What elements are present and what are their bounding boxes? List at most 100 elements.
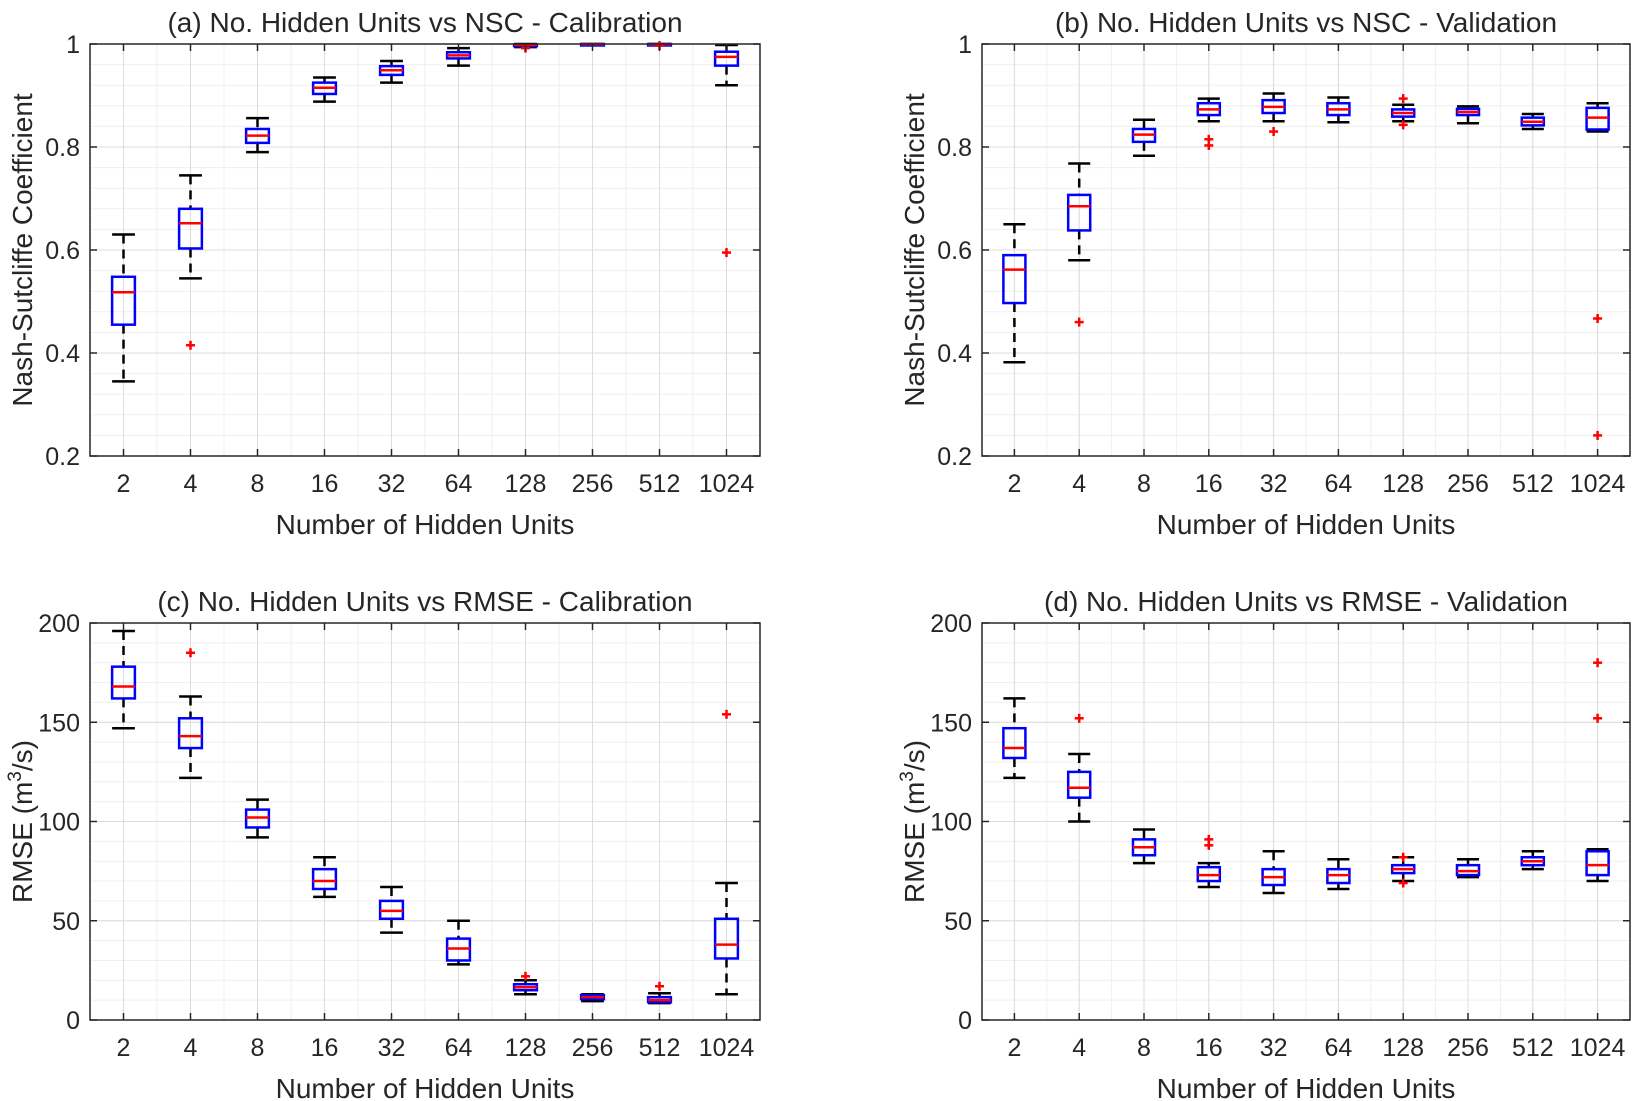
box-1024: [713, 709, 740, 996]
box-iqr: [110, 275, 137, 326]
box-64: [1326, 857, 1351, 891]
x-tick-label: 16: [311, 1034, 339, 1062]
y-axis-label-superscript: 3: [897, 771, 918, 782]
box-iqr: [1002, 253, 1027, 305]
grid: [89, 43, 761, 457]
x-tick-label: 256: [1447, 470, 1489, 498]
box-iqr: [177, 207, 204, 250]
box-2: [1002, 223, 1027, 364]
x-tick-label: 2: [117, 470, 131, 498]
box-8: [244, 798, 271, 839]
x-tick-label: 32: [378, 470, 406, 498]
y-axis-label-superscript: 3: [5, 771, 26, 782]
y-axis-label-main: RMSE (m: [7, 782, 38, 903]
y-tick-label: 200: [38, 610, 80, 638]
outlier-marker: [1593, 313, 1603, 323]
x-tick-label: 1024: [699, 470, 755, 498]
box-16: [1196, 97, 1222, 150]
y-axis-label-suffix: /s): [7, 740, 38, 771]
outlier-marker: [1074, 317, 1084, 327]
y-axis-label-suffix: /s): [899, 740, 930, 771]
box-4: [177, 648, 204, 780]
y-tick-label: 0.8: [937, 134, 972, 162]
y-axis-label-main: Nash-Sutcliffe Coefficient: [899, 93, 930, 407]
outlier-marker: [1204, 840, 1214, 850]
box-iqr: [713, 50, 740, 67]
outlier-marker: [1204, 140, 1214, 150]
chart-title: (d) No. Hidden Units vs RMSE - Validatio…: [1044, 586, 1568, 617]
grid: [89, 622, 761, 1021]
y-tick-label: 0.4: [937, 340, 972, 368]
box-64: [1326, 96, 1351, 124]
box-iqr: [1585, 850, 1610, 877]
outlier-marker: [186, 340, 195, 350]
box-16: [311, 76, 338, 103]
box-1024: [1585, 658, 1610, 883]
box-1024: [1585, 101, 1610, 440]
x-tick-label: 128: [1382, 470, 1424, 498]
panel-2: 0.2 0.4 0.6 0.8 1 2 4 8 16 32 64 128 256 512 1024 (b) N…: [899, 7, 1631, 540]
outlier-marker: [722, 248, 731, 258]
y-axis-label: RMSE (m3/s): [897, 740, 930, 903]
box-4: [1066, 713, 1092, 823]
box-4: [1066, 162, 1092, 327]
x-tick-label: 64: [1324, 1034, 1352, 1062]
box-256: [579, 992, 606, 1003]
chart-title: (b) No. Hidden Units vs NSC - Validation: [1055, 7, 1557, 38]
y-axis-label-main: Nash-Sutcliffe Coefficient: [7, 93, 38, 407]
box-32: [378, 885, 405, 934]
outlier-marker: [1593, 658, 1603, 668]
x-tick-label: 512: [639, 470, 681, 498]
x-tick-label: 8: [1137, 1034, 1151, 1062]
box-8: [244, 116, 271, 154]
y-tick-label: 100: [38, 809, 80, 837]
box-2: [1002, 697, 1027, 780]
outlier-marker: [186, 648, 195, 658]
panel-4: 0 50 100 150 200 2 4 8 16 32 64 128 256 512 1024 (d) No…: [897, 586, 1631, 1101]
panel-3: 0 50 100 150 200 2 4 8 16 32 64 128 256 512 1024 (c) No…: [5, 586, 761, 1101]
outlier-marker: [1269, 127, 1279, 137]
box-256: [1455, 857, 1481, 879]
y-tick-label: 50: [52, 908, 80, 936]
x-tick-label: 512: [1512, 1034, 1554, 1062]
x-tick-label: 64: [445, 1034, 473, 1062]
x-axis-label: Number of Hidden Units: [276, 509, 575, 540]
x-tick-label: 4: [184, 470, 198, 498]
y-tick-label: 150: [38, 709, 80, 737]
outlier-marker: [1398, 878, 1408, 888]
x-tick-label: 16: [1195, 470, 1223, 498]
box-iqr: [110, 665, 137, 700]
outlier-marker: [655, 981, 664, 991]
x-tick-label: 512: [639, 1034, 681, 1062]
y-tick-label: 1: [958, 31, 972, 59]
x-tick-label: 16: [1195, 1034, 1223, 1062]
x-tick-label: 8: [251, 470, 265, 498]
x-tick-label: 8: [1137, 470, 1151, 498]
x-tick-label: 128: [505, 470, 547, 498]
box-128: [512, 971, 539, 996]
box-16: [311, 855, 338, 899]
box-32: [378, 59, 405, 84]
panel-1: 0.2 0.4 0.6 0.8 1 2 4 8 16 32 64 128 256 512 1024 (a) N…: [7, 7, 761, 540]
x-tick-label: 4: [1072, 1034, 1086, 1062]
box-512: [1520, 850, 1546, 871]
x-tick-label: 32: [378, 1034, 406, 1062]
x-tick-label: 1024: [1570, 470, 1626, 498]
box-128: [1390, 94, 1416, 130]
x-tick-label: 64: [1324, 470, 1352, 498]
outlier-marker: [722, 709, 731, 719]
x-tick-label: 1024: [699, 1034, 755, 1062]
y-tick-label: 200: [930, 610, 972, 638]
y-axis-label: Nash-Sutcliffe Coefficient: [7, 93, 38, 407]
box-512: [646, 981, 673, 1005]
box-64: [445, 919, 472, 966]
box-8: [1131, 828, 1157, 865]
chart-title: (c) No. Hidden Units vs RMSE - Calibrati…: [157, 586, 692, 617]
x-axis-label: Number of Hidden Units: [276, 1073, 575, 1101]
box-32: [1261, 92, 1286, 137]
y-tick-label: 0.6: [937, 237, 972, 265]
x-tick-label: 16: [311, 470, 339, 498]
outlier-marker: [1074, 713, 1084, 723]
outlier-marker: [1593, 713, 1603, 723]
